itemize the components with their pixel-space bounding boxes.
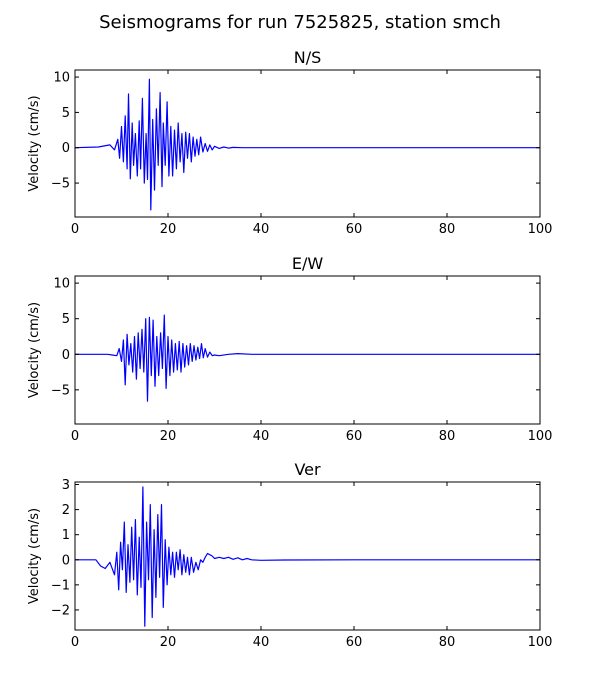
figure-title: Seismograms for run 7525825, station smc… (99, 12, 501, 33)
y-tick-label: −5 (51, 383, 70, 398)
y-tick-label: −2 (51, 603, 70, 618)
x-tick-label: 20 (160, 429, 177, 444)
panel-title: E/W (292, 254, 324, 273)
x-tick-label: 100 (528, 429, 553, 444)
panel-2: Ver 0 20 40 60 80 100 −2 −1 0 1 2 3 Velocity (cm/s) (27, 460, 552, 650)
x-tick-label: 100 (528, 635, 553, 650)
plot-frame (74, 275, 541, 425)
y-tick-label: 3 (62, 478, 70, 493)
series-line (75, 486, 540, 627)
x-tick-label: 20 (160, 222, 177, 237)
x-tick-label: 40 (253, 635, 270, 650)
x-tick-label: 60 (346, 635, 363, 650)
x-tick-label: 0 (71, 222, 79, 237)
x-tick-label: 60 (346, 222, 363, 237)
y-tick-label: 0 (62, 141, 70, 156)
panel-title: Ver (294, 460, 321, 479)
x-tick-label: 20 (160, 635, 177, 650)
y-tick-label: 5 (62, 312, 70, 327)
x-tick-label: 80 (439, 222, 456, 237)
panel-1: E/W 0 20 40 60 80 100 −5 0 5 10 Velocity (cm/s) (27, 254, 552, 444)
plot-frame (74, 69, 541, 218)
y-tick-label: 10 (53, 277, 70, 292)
y-tick-label: −1 (51, 578, 70, 593)
y-tick-label: −5 (51, 177, 70, 192)
y-tick-label: 2 (62, 503, 70, 518)
x-tick-label: 0 (71, 429, 79, 444)
x-tick-label: 80 (439, 635, 456, 650)
panel-title: N/S (294, 48, 322, 67)
plot-frame (74, 481, 541, 631)
series-line (75, 78, 540, 211)
x-tick-label: 0 (71, 635, 79, 650)
y-tick-label: 0 (62, 553, 70, 568)
y-tick-label: 10 (53, 71, 70, 86)
x-tick-label: 80 (439, 429, 456, 444)
x-tick-label: 40 (253, 429, 270, 444)
y-tick-label: 0 (62, 348, 70, 363)
y-axis-label: Velocity (cm/s) (27, 302, 42, 398)
y-axis-label: Velocity (cm/s) (27, 508, 42, 604)
y-tick-label: 1 (62, 528, 70, 543)
x-tick-label: 60 (346, 429, 363, 444)
x-tick-label: 40 (253, 222, 270, 237)
x-tick-label: 100 (528, 222, 553, 237)
series-line (75, 314, 540, 402)
y-tick-label: 5 (62, 106, 70, 121)
panel-0: N/S 0 20 40 60 80 100 −5 0 5 10 Velocity (cm/s) (27, 48, 552, 237)
y-axis-label: Velocity (cm/s) (27, 95, 42, 191)
